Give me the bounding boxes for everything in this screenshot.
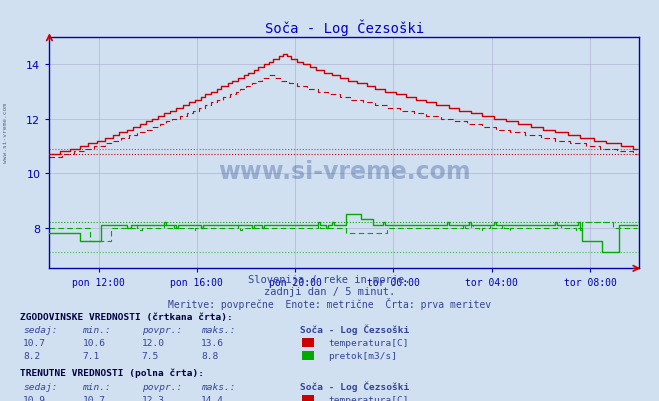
Text: Meritve: povprečne  Enote: metrične  Črta: prva meritev: Meritve: povprečne Enote: metrične Črta:… (168, 297, 491, 309)
Text: pretok[m3/s]: pretok[m3/s] (328, 352, 397, 360)
Text: 13.6: 13.6 (201, 338, 224, 347)
Text: 8.8: 8.8 (201, 352, 218, 360)
Text: Slovenija / reke in morje.: Slovenija / reke in morje. (248, 275, 411, 285)
Text: temperatura[C]: temperatura[C] (328, 395, 409, 401)
Text: ZGODOVINSKE VREDNOSTI (črtkana črta):: ZGODOVINSKE VREDNOSTI (črtkana črta): (20, 312, 233, 321)
Text: 14.4: 14.4 (201, 395, 224, 401)
Title: Soča - Log Čezsoški: Soča - Log Čezsoški (265, 19, 424, 36)
Text: 10.9: 10.9 (23, 395, 46, 401)
Text: povpr.:: povpr.: (142, 382, 182, 391)
Text: www.si-vreme.com: www.si-vreme.com (218, 160, 471, 184)
Text: 12.0: 12.0 (142, 338, 165, 347)
Text: maks.:: maks.: (201, 325, 235, 334)
Text: Soča - Log Čezsoški: Soča - Log Čezsoški (300, 324, 409, 334)
Text: 7.1: 7.1 (82, 352, 100, 360)
Text: TRENUTNE VREDNOSTI (polna črta):: TRENUTNE VREDNOSTI (polna črta): (20, 368, 204, 377)
Text: sedaj:: sedaj: (23, 382, 57, 391)
Text: 12.3: 12.3 (142, 395, 165, 401)
Text: min.:: min.: (82, 325, 111, 334)
Text: 10.6: 10.6 (82, 338, 105, 347)
Text: www.si-vreme.com: www.si-vreme.com (3, 102, 8, 162)
Text: zadnji dan / 5 minut.: zadnji dan / 5 minut. (264, 287, 395, 297)
Text: maks.:: maks.: (201, 382, 235, 391)
Text: 7.5: 7.5 (142, 352, 159, 360)
Text: 10.7: 10.7 (23, 338, 46, 347)
Text: 8.2: 8.2 (23, 352, 40, 360)
Text: 10.7: 10.7 (82, 395, 105, 401)
Text: Soča - Log Čezsoški: Soča - Log Čezsoški (300, 380, 409, 391)
Text: sedaj:: sedaj: (23, 325, 57, 334)
Text: temperatura[C]: temperatura[C] (328, 338, 409, 347)
Text: povpr.:: povpr.: (142, 325, 182, 334)
Text: min.:: min.: (82, 382, 111, 391)
